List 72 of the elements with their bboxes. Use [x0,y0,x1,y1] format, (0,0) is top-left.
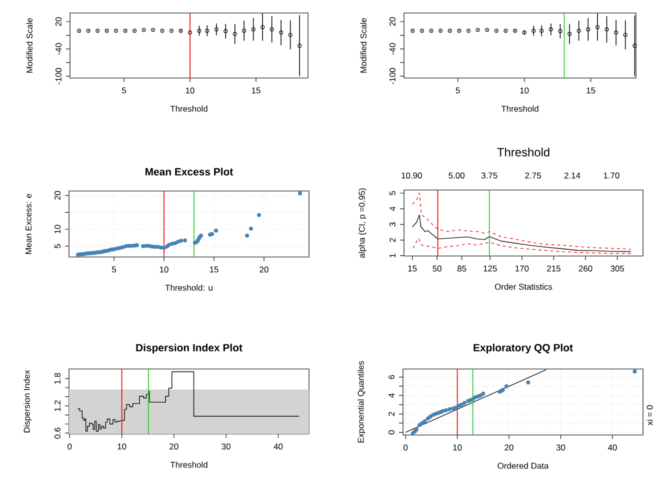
y-axis-title: alpha (CI, p =0.95) [358,188,366,258]
x-axis-title: Threshold [170,462,208,468]
y-tick-label: 1.2 [54,400,60,412]
y-tick-label: 20 [55,17,62,26]
x-tick-label: 15 [586,88,596,94]
chart-title: Dispersion Index Plot [136,344,242,354]
x-tick-label: 10 [160,266,168,273]
x-tick-label: 30 [556,444,566,451]
y-axis-title: Mean Excess: e [26,194,32,254]
x-tick-label: 20 [504,444,514,451]
x-tick-label: 30 [222,444,230,450]
x-tick-label: 0 [404,444,408,451]
x-axis-title: Threshold [501,106,538,112]
y-axis-title: Modified Scale [360,18,366,73]
x-tick-label: 10 [453,444,462,451]
x-tick-label: 260 [578,266,592,272]
y-tick-label: 5 [54,244,60,248]
x2-axis-title: Threshold [497,148,550,156]
x-tick-label: 15 [252,88,260,94]
x-tick-label: 85 [457,266,466,272]
y-tick-label: 5 [390,191,396,196]
x-tick-label: 0 [68,444,72,450]
x-tick-label: 5 [112,266,116,272]
text: 2.75 [525,172,541,178]
x-tick-label: 20 [260,266,268,273]
x-tick-label: 15 [210,266,218,272]
text: xi = 0 [646,405,653,426]
y-tick-label: 2 [388,412,394,416]
y-tick-label: 6 [388,375,394,379]
x-tick-label: 215 [547,266,560,272]
y-tick-label: 4 [390,206,396,211]
x-axis-title: Threshold: u [165,284,212,291]
y-tick-label: 20 [54,191,60,200]
x-axis-title: Ordered Data [498,462,549,469]
y-axis-title: Exponential Quantiles [358,361,366,443]
y-tick-label: -40 [389,43,396,55]
y-tick-label: -100 [55,68,62,84]
x-axis-title: Threshold [170,106,208,112]
y-axis-title: Dispersion Index [24,370,32,432]
y-tick-label: 10 [54,224,60,234]
x-tick-label: 125 [484,266,497,272]
text: 1.70 [604,172,620,178]
text: 5.00 [448,172,464,178]
text: 2.14 [564,172,580,178]
x-tick-label: 50 [432,266,442,272]
y-tick-label: 1.8 [54,373,60,384]
text: 3.75 [481,172,498,178]
y-tick-label: 0 [388,430,394,434]
text: 10.90 [402,172,422,178]
y-tick-label: 3 [389,222,396,226]
y-tick-label: 0.6 [54,428,60,439]
chart-title: Exploratory QQ Plot [474,344,573,354]
x-tick-label: 305 [610,266,624,272]
y-axis-title: Modified Scale [26,18,32,73]
x-tick-label: 15 [408,266,417,272]
chart-title: Mean Excess Plot [146,168,234,176]
y-tick-label: 20 [389,17,396,26]
x-tick-label: 40 [274,444,283,450]
y-tick-label: -40 [55,43,62,55]
x-tick-label: 5 [122,88,126,94]
x-tick-label: 10 [186,88,194,94]
y-tick-label: 1 [390,254,396,258]
x-tick-label: 10 [520,88,529,94]
y-tick-label: 2 [390,238,396,242]
y-tick-label: -100 [389,68,396,84]
x-axis-title: Order Statistics [494,284,552,290]
x-tick-label: 10 [118,444,126,450]
x-tick-label: 20 [170,444,178,450]
y-tick-label: 4 [388,393,394,398]
x-tick-label: 170 [515,266,529,272]
x-tick-label: 40 [608,444,617,451]
x-tick-label: 5 [456,88,460,94]
